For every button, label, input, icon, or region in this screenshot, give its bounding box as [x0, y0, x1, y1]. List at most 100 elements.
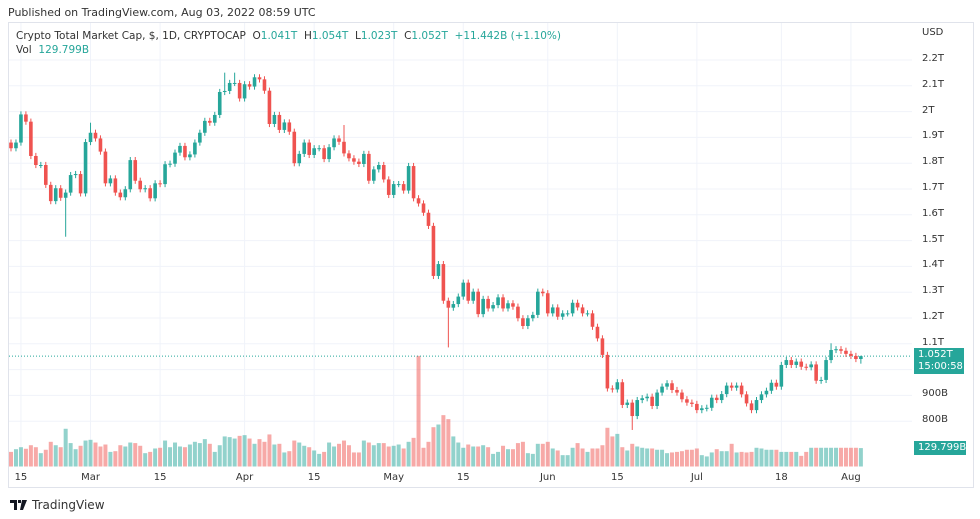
candle-body — [133, 160, 138, 181]
candle-body — [158, 183, 162, 185]
candle-body — [58, 188, 63, 198]
candle-body — [312, 148, 316, 155]
currency-label: USD — [922, 27, 944, 38]
volume-bar — [262, 441, 267, 467]
candle-body — [839, 349, 843, 351]
candle-body — [138, 180, 143, 190]
volume-bar — [525, 453, 530, 467]
candle-body — [729, 385, 734, 388]
candle-body — [749, 403, 754, 411]
candle-body — [83, 142, 88, 194]
volume-bar — [43, 449, 48, 467]
candle-body — [655, 392, 659, 406]
candle-body — [237, 82, 242, 99]
volume-bar — [679, 451, 684, 467]
candle-body — [352, 158, 356, 162]
volume-bar — [247, 438, 252, 467]
volume-bar — [148, 451, 153, 467]
volume-bar — [341, 440, 346, 467]
volume-bar — [187, 444, 192, 467]
candle-body — [764, 390, 769, 395]
time-tick-label: Jul — [690, 472, 703, 483]
volume-bar — [729, 443, 734, 467]
volume-bar — [809, 447, 814, 467]
volume-bar — [401, 448, 406, 467]
volume-bar — [848, 447, 853, 467]
volume-bar — [789, 451, 794, 467]
candle-body — [540, 291, 545, 294]
volume-bar — [411, 437, 416, 467]
candle-body — [719, 394, 724, 401]
volume-bar — [118, 445, 123, 467]
candle-body — [814, 364, 818, 381]
footer-brand[interactable]: TradingView — [10, 498, 105, 512]
volume-bar — [168, 447, 173, 467]
candle-body — [178, 145, 182, 153]
volume-bar — [764, 449, 769, 467]
candle-body — [287, 122, 292, 132]
volume-bar — [63, 428, 68, 467]
volume-bar — [302, 445, 307, 467]
volume-bar — [421, 447, 426, 467]
price-tick-label: 2.2T — [922, 53, 945, 64]
candle-body — [118, 192, 123, 198]
volume-bar — [73, 449, 78, 467]
candle-body — [203, 120, 207, 133]
candle-body — [635, 400, 640, 417]
time-tick-label: 15 — [610, 472, 624, 483]
volume-bar — [182, 447, 187, 467]
volume-legend: Vol 129.799B — [16, 44, 89, 56]
volume-bar — [630, 443, 635, 467]
candle-body — [173, 152, 177, 164]
candle-body — [506, 303, 510, 309]
volume-bar — [381, 443, 386, 467]
volume-bar — [665, 453, 670, 467]
volume-bar — [555, 450, 560, 467]
candle-body — [859, 356, 863, 360]
candle-body — [148, 188, 152, 199]
candle-body — [257, 77, 262, 80]
candle-body — [411, 166, 416, 199]
volume-bar — [128, 442, 133, 467]
candle-body — [123, 189, 128, 198]
volume-bar — [615, 433, 620, 467]
candle-body — [9, 142, 13, 149]
volume-bar — [153, 448, 158, 467]
candle-body — [471, 291, 476, 301]
change-value: +11.442B (+1.10%) — [454, 30, 562, 42]
volume-bar — [670, 452, 675, 467]
candle-body — [476, 291, 480, 315]
volume-bar — [83, 440, 88, 467]
volume-bar — [575, 443, 580, 467]
volume-bar — [177, 446, 182, 467]
volume-bar — [501, 445, 506, 467]
volume-bar — [371, 445, 376, 467]
volume-bar — [406, 441, 411, 467]
volume-bar — [744, 452, 749, 467]
price-tick-label: 1.7T — [922, 182, 945, 193]
candle-body — [93, 132, 98, 139]
volume-bar — [530, 453, 535, 467]
low-label: L — [355, 30, 361, 42]
volume-bar — [426, 441, 431, 467]
candle-body — [804, 366, 808, 368]
volume-bar — [471, 446, 476, 467]
price-tick-label: 2T — [922, 104, 935, 116]
candle-body — [486, 298, 490, 309]
price-tick-label: 1.3T — [922, 285, 945, 297]
time-tick-label: Jun — [539, 472, 556, 483]
candle-body — [769, 382, 774, 391]
candle-body — [421, 203, 426, 213]
candle-body — [481, 298, 485, 315]
volume-bar — [590, 448, 595, 467]
volume-bar — [565, 455, 570, 467]
candle-body — [854, 355, 858, 360]
candle-body — [232, 82, 237, 84]
candle-body — [153, 183, 157, 199]
volume-bar — [292, 440, 297, 467]
candle-body — [297, 153, 302, 164]
volume-bar — [312, 450, 317, 467]
candle-body — [516, 306, 520, 319]
volume-bar — [620, 447, 625, 467]
